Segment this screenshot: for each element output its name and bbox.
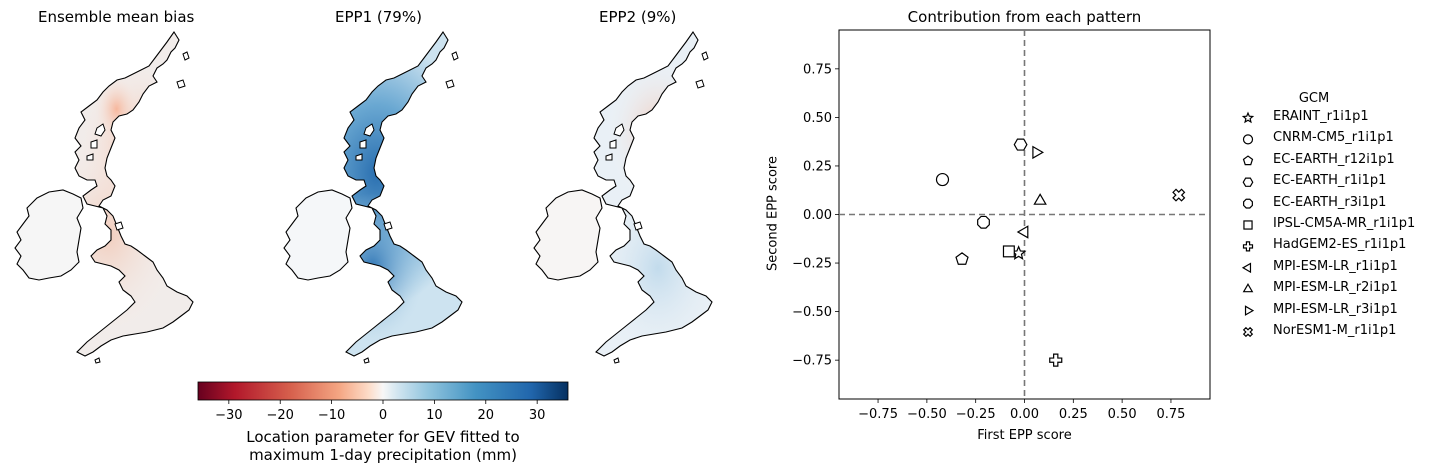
map-ensemble-mean-bias bbox=[14, 31, 194, 364]
legend-marker-star bbox=[1241, 111, 1255, 124]
scatter-title: Contribution from each pattern bbox=[907, 8, 1142, 26]
colorbar-label-line2: maximum 1-day precipitation (mm) bbox=[249, 446, 517, 464]
scatter-point-mpi-esm-lr-r1i1p1 bbox=[1016, 225, 1029, 239]
legend-label: MPI-ESM-LR_r2i1p1 bbox=[1273, 280, 1398, 296]
scatter-point-noresm1-m-r1i1p1 bbox=[1172, 188, 1186, 202]
y-axis-label: Second EPP score bbox=[765, 156, 781, 271]
legend-label: CNRM-CM5_r1i1p1 bbox=[1273, 130, 1394, 146]
x-tick-label: −0.50 bbox=[907, 407, 947, 422]
legend-marker-octagon bbox=[1243, 198, 1253, 209]
y-tick-label: 0.75 bbox=[803, 62, 832, 77]
y-tick-label: −0.25 bbox=[792, 257, 832, 272]
map-title-epp1: EPP1 (79%) bbox=[335, 8, 422, 26]
y-tick-label: −0.75 bbox=[792, 354, 832, 369]
legend-marker-x bbox=[1242, 326, 1254, 338]
scatter-point-ipsl-cm5a-mr-r1i1p1 bbox=[1002, 245, 1015, 258]
legend-label: IPSL-CM5A-MR_r1i1p1 bbox=[1273, 216, 1416, 231]
scatter-point-hadgem2-es-r1i1p1 bbox=[1049, 353, 1063, 367]
legend-marker-pentagon bbox=[1242, 155, 1254, 166]
x-tick-label: 0.00 bbox=[1010, 407, 1039, 422]
colorbar: −30 −20 −10 0 10 20 30 bbox=[197, 381, 569, 423]
scatter-point-mpi-esm-lr-r3i1p1 bbox=[1032, 145, 1045, 160]
x-tick-label: −0.25 bbox=[956, 407, 996, 422]
legend-marker-square bbox=[1243, 220, 1253, 230]
colorbar-tick-label: 10 bbox=[426, 408, 443, 423]
scatter-point-cnrm-cm5-r1i1p1 bbox=[935, 172, 950, 187]
x-tick-label: 0.25 bbox=[1059, 407, 1088, 422]
legend-label: MPI-ESM-LR_r3i1p1 bbox=[1273, 301, 1398, 317]
map-epp1 bbox=[283, 31, 463, 364]
colorbar-tick-label: −30 bbox=[215, 408, 242, 423]
legend-marker-plus bbox=[1242, 241, 1254, 252]
legend-marker-triangle-right bbox=[1244, 305, 1255, 316]
map-title-ensemble-mean-bias: Ensemble mean bias bbox=[38, 8, 195, 26]
map-epp2 bbox=[533, 31, 713, 364]
legend-label: EC-EARTH_r3i1p1 bbox=[1273, 194, 1387, 210]
legend-marker-hexagon bbox=[1242, 177, 1254, 187]
legend-label: NorESM1-M_r1i1p1 bbox=[1273, 323, 1397, 338]
colorbar-tick-label: 20 bbox=[478, 408, 495, 423]
colorbar-label-line1: Location parameter for GEV fitted to bbox=[246, 428, 520, 446]
y-tick-label: 0.25 bbox=[803, 159, 832, 174]
x-axis-label: First EPP score bbox=[977, 428, 1072, 443]
legend-label: EC-EARTH_r1i1p1 bbox=[1273, 173, 1387, 189]
scatter-point-ec-earth-r1i1p1 bbox=[1013, 138, 1028, 151]
legend-title: GCM bbox=[1298, 91, 1330, 106]
legend-marker-triangle-left bbox=[1241, 262, 1252, 274]
y-tick-label: 0.50 bbox=[803, 111, 832, 126]
legend-label: EC-EARTH_r12i1p1 bbox=[1273, 151, 1395, 167]
map-title-epp2: EPP2 (9%) bbox=[599, 8, 677, 26]
legend-label: ERAINT_r1i1p1 bbox=[1273, 109, 1369, 124]
colorbar-gradient bbox=[197, 381, 569, 401]
scatter-point-mpi-esm-lr-r2i1p1 bbox=[1033, 193, 1047, 205]
colorbar-tick-label: −20 bbox=[267, 408, 294, 423]
colorbar-tick-label: 0 bbox=[379, 408, 387, 423]
colorbar-tick-label: −10 bbox=[318, 408, 345, 423]
scatter-plot: −0.75 −0.50 −0.25 0.00 0.25 0.50 0.75 −0.75 −0.5… bbox=[792, 29, 1211, 422]
legend-marker-circle bbox=[1242, 134, 1254, 145]
x-tick-label: −0.75 bbox=[858, 407, 898, 422]
legend-label: MPI-ESM-LR_r1i1p1 bbox=[1273, 258, 1398, 274]
y-tick-label: −0.50 bbox=[792, 305, 832, 320]
x-tick-label: 0.50 bbox=[1108, 407, 1137, 422]
colorbar-tick-label: 30 bbox=[529, 408, 546, 423]
legend-label: HadGEM2-ES_r1i1p1 bbox=[1273, 237, 1407, 253]
scatter-point-ec-earth-r3i1p1 bbox=[977, 215, 990, 229]
scatter-point-ec-earth-r12i1p1 bbox=[955, 252, 969, 265]
y-tick-label: 0.00 bbox=[803, 208, 832, 223]
colorbar-label: Location parameter for GEV fitted to max… bbox=[183, 428, 583, 464]
x-tick-label: 0.75 bbox=[1156, 407, 1185, 422]
legend-marker-triangle-up bbox=[1242, 283, 1254, 293]
